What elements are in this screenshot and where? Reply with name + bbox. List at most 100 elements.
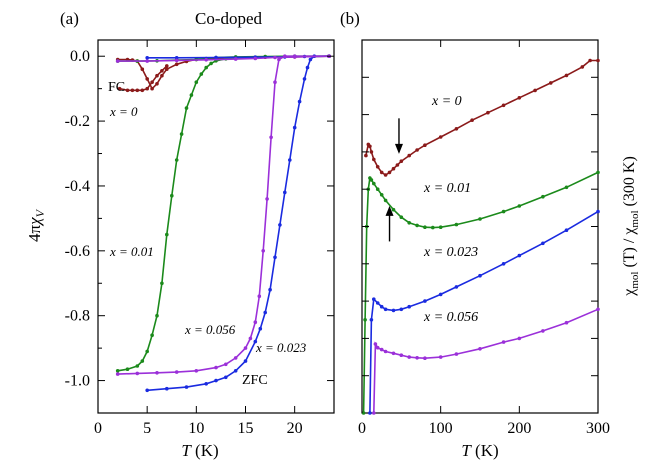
panel-a-data-point <box>308 57 313 62</box>
panel-a-data-point <box>174 56 179 60</box>
panel-b-data-point <box>407 304 412 309</box>
panel-a-data-point <box>135 88 140 93</box>
panel-b-data-point <box>541 241 545 246</box>
panel-a-data-point <box>248 336 253 341</box>
panel-a-ytick-label: 0.0 <box>70 48 90 65</box>
annotation-b-x0023: x = 0.023 <box>423 245 478 260</box>
panel-a-xtick-label: 0 <box>94 420 102 437</box>
panel-a-data-point <box>165 64 169 68</box>
panel-b-data-point <box>415 223 419 228</box>
panel-a-data-point <box>199 72 204 76</box>
panel-a-data-point <box>174 158 179 162</box>
annotation-zfc: ZFC <box>242 373 268 388</box>
panel-b-data-point <box>517 336 522 341</box>
panel-a-data-point <box>155 73 159 78</box>
panel-b-label: (b) <box>340 9 360 28</box>
annotation-a-x0023: x = 0.023 <box>255 340 307 355</box>
panel-a-data-point <box>257 294 262 299</box>
panel-a-data-point <box>165 67 169 71</box>
panel-b-data-point <box>423 143 427 147</box>
panel-b-data-point <box>399 307 404 312</box>
panel-b-data-point <box>438 225 443 229</box>
panel-a-data-point <box>243 346 248 350</box>
panel-a-data-point <box>115 59 120 63</box>
panel-b-data-point <box>580 65 585 69</box>
panel-b-data-point <box>596 58 600 63</box>
panel-a-data-point <box>269 135 273 140</box>
panel-a-data-point <box>283 190 287 195</box>
panel-a-data-point <box>174 370 179 374</box>
panel-b-data-point <box>372 157 376 162</box>
panel-b: 0 100 200 300 (b) T (K) χmol (T) / χmol (30… <box>340 9 641 460</box>
panel-a-data-point <box>135 371 140 376</box>
panel-a-data-point <box>268 287 272 292</box>
panel-a-xtick-label: 20 <box>287 420 303 437</box>
panel-a-series-line <box>117 55 330 375</box>
panel-b-data-point <box>373 342 378 346</box>
panel-a-data-point <box>265 197 269 201</box>
panel-a-data-point <box>145 86 149 91</box>
panel-b-data-point <box>501 340 506 344</box>
panel-a-data-point <box>278 223 282 227</box>
panel-b-data-point <box>478 273 482 278</box>
annotation-a-x001: x = 0.01 <box>109 244 154 259</box>
panel-b-data-point <box>391 308 396 313</box>
panel-b-data-point <box>364 153 368 158</box>
panel-a-data-point <box>150 80 154 84</box>
panel-a-data-point <box>184 385 189 389</box>
panel-a-data-point <box>184 106 189 110</box>
panel-a-data-point <box>189 93 194 97</box>
panel-a-data-point <box>145 77 149 81</box>
panel-a-ytick-label: -0.4 <box>65 178 90 195</box>
panel-b-data-point <box>423 356 427 361</box>
panel-b-data-point <box>379 304 384 309</box>
panel-b-data-point <box>361 411 366 415</box>
panel-a-axes: 0 5 10 15 20 0.0 -0.2 -0.4 -0.6 -0.8 -1.0 <box>65 40 334 437</box>
panel-b-data-point <box>375 165 380 169</box>
panel-a-data-point <box>125 88 130 93</box>
panel-b-data-point <box>541 194 545 199</box>
panel-a-data-point <box>253 320 258 325</box>
panel-b-data-point <box>486 110 490 115</box>
panel-a-ytick-label: -0.8 <box>65 308 90 325</box>
panel-b-data-point <box>454 222 459 227</box>
annotation-b-x0: x = 0 <box>431 94 462 109</box>
panel-b-data-point <box>395 163 400 167</box>
panel-b-data-point <box>379 170 384 175</box>
panel-b-data-point <box>383 198 388 203</box>
panel-a-data-point <box>130 88 135 93</box>
panel-a-data-point <box>261 249 266 253</box>
panel-a-data-point <box>170 193 174 198</box>
panel-a-ytick-label: -0.2 <box>65 113 90 130</box>
panel-a-data-point <box>194 80 199 84</box>
panel-b-data-point <box>541 329 545 333</box>
panel-a-data-point <box>174 62 179 67</box>
panel-a-data-point <box>233 369 238 373</box>
panel-b-data-point <box>407 355 412 359</box>
panel-b-series-line <box>362 171 599 414</box>
panel-a-data-point <box>292 54 297 58</box>
panel-b-data-point <box>391 351 396 356</box>
panel-a-data-point <box>305 65 310 70</box>
panel-b-data-point <box>369 318 374 322</box>
panel-b-data-point <box>470 118 474 122</box>
annotation-fc: FC <box>108 80 125 95</box>
panel-a-xtick-label: 15 <box>238 420 254 437</box>
panel-b-data-point <box>596 307 600 312</box>
panel-b-data-point <box>564 320 569 325</box>
panel-a-data-point <box>174 58 179 63</box>
panel-a-data-point <box>115 372 120 376</box>
panel-b-data-point <box>533 88 537 93</box>
panel-b-data-point <box>478 217 482 221</box>
panel-b-data-point <box>517 96 522 100</box>
panel-b-frame <box>361 39 599 414</box>
panel-a-data-point <box>150 333 154 338</box>
panel-a-data-point <box>253 339 258 344</box>
panel-a: 0 5 10 15 20 0.0 -0.2 -0.4 -0.6 -0.8 -1.0 (a) Co-d… <box>25 9 335 460</box>
panel-a-data-point <box>155 313 159 318</box>
panel-a-data-point <box>117 86 122 91</box>
panel-b-data-point <box>379 193 384 197</box>
panel-a-title: Co-doped <box>195 9 263 28</box>
panel-a-data-point <box>233 57 238 61</box>
panel-b-xtick-label: 100 <box>429 420 453 437</box>
